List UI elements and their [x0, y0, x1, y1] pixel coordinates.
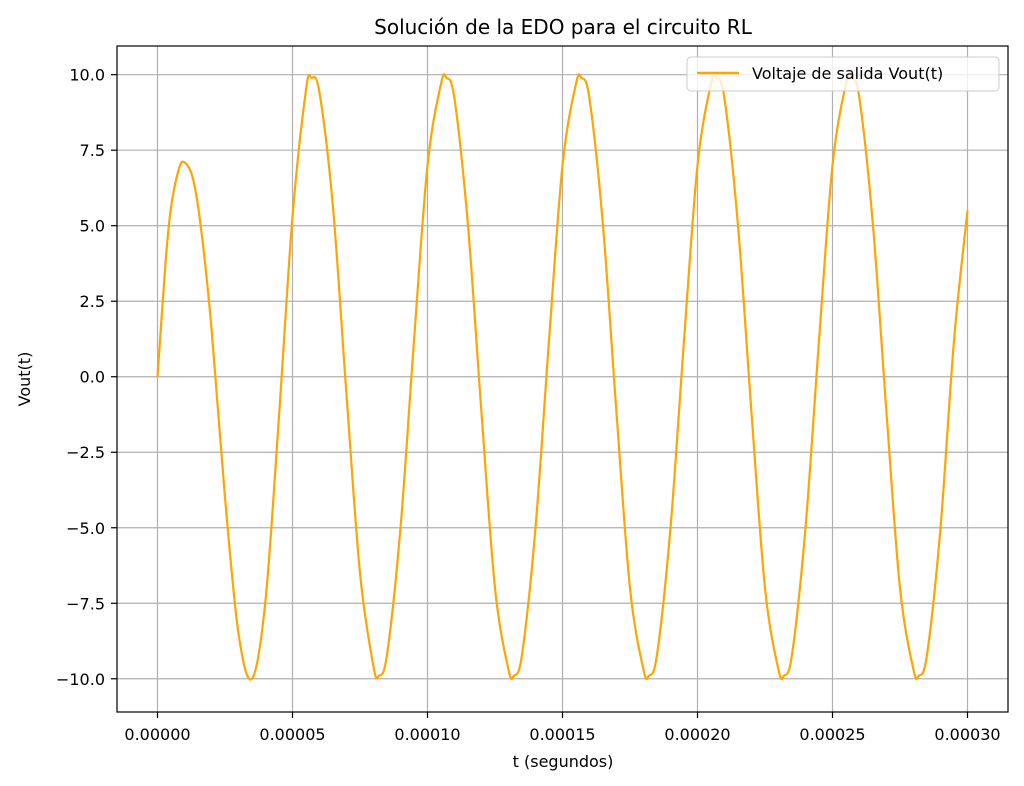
- series-layer: [156, 73, 969, 681]
- y-tick-label: −7.5: [66, 594, 105, 613]
- x-tick-label: 0.00015: [529, 725, 595, 744]
- legend-label: Voltaje de salida Vout(t): [752, 64, 943, 83]
- y-tick-label: −5.0: [66, 519, 105, 538]
- y-tick-label: 7.5: [80, 141, 105, 160]
- series-line: [156, 73, 969, 681]
- x-tick-label: 0.00000: [124, 725, 190, 744]
- chart-title: Solución de la EDO para el circuito RL: [374, 15, 753, 39]
- y-tick-label: 10.0: [69, 66, 105, 85]
- x-tick-label: 0.00020: [664, 725, 730, 744]
- y-tick-label: 2.5: [80, 292, 105, 311]
- y-tick-label: 5.0: [80, 217, 105, 236]
- x-tick-label: 0.00030: [934, 725, 1000, 744]
- x-tick-label: 0.00010: [394, 725, 460, 744]
- legend: Voltaje de salida Vout(t): [686, 56, 1000, 92]
- y-tick-label: 0.0: [80, 368, 105, 387]
- y-tick-label: −10.0: [56, 670, 105, 689]
- legend-box: [686, 56, 1000, 92]
- x-tick-label: 0.00005: [259, 725, 325, 744]
- y-axis-ticks: −10.0 −7.5 −5.0 −2.5 0.0 2.5 5.0 7.5 10.0: [56, 66, 117, 689]
- x-axis-ticks: 0.00000 0.00005 0.00010 0.00015 0.00020 0.000…: [124, 712, 1001, 744]
- y-tick-label: −2.5: [66, 443, 105, 462]
- y-axis-label: Vout(t): [15, 352, 34, 407]
- x-tick-label: 0.00025: [799, 725, 865, 744]
- x-axis-label: t (segundos): [513, 752, 614, 771]
